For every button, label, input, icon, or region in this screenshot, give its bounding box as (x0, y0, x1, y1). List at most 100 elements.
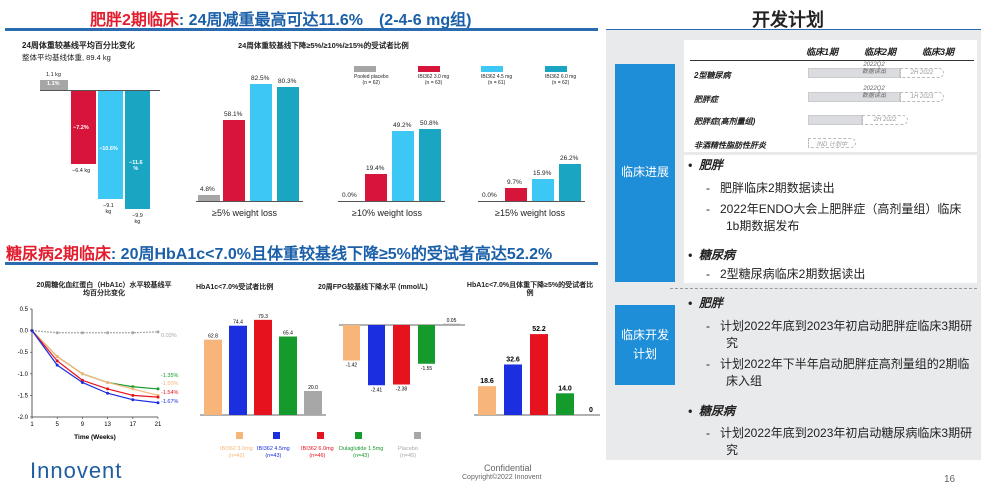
legend-3mg: IBI362 3.0 mg (n = 63) (418, 74, 450, 86)
g3-bar-6mg (559, 164, 581, 201)
ind-4-next: IND 计划中 (808, 138, 856, 148)
series-point (80, 331, 84, 335)
x-tick-label: 5 (56, 422, 60, 428)
phase-head-rule (690, 60, 974, 61)
g1-bar-45mg (250, 84, 272, 201)
c1-kg-0: 1.1 kg (46, 72, 61, 78)
diabetes-header: 糖尿病2期临床: 20周HbA1c<7.0%且体重较基线下降≥5%的受试者高达5… (6, 246, 553, 263)
footer-copyright: Copyright©2022 Innovent (462, 474, 542, 481)
progress-item-1: - 肥胖临床2期数据读出 (706, 181, 835, 195)
ind-2: 肥胖症 (694, 95, 718, 104)
bar-label-2: 52.2 (532, 326, 546, 333)
bar-label-3: 14.0 (558, 385, 572, 392)
series-line-0 (31, 330, 159, 334)
series-point (55, 359, 59, 363)
series-point (80, 380, 84, 384)
bar-4 (443, 323, 460, 325)
g3-bar-45mg (532, 179, 554, 201)
series-line-2 (31, 330, 159, 396)
g3-val-2: 15.9% (533, 170, 552, 177)
y-tick-label: 0.5 (20, 307, 29, 313)
legend-label: Dulaglutide 1.5mg (n=43) (339, 446, 384, 459)
c1-bar-6mg (125, 91, 150, 209)
bar-label-4: 0.05 (447, 318, 457, 324)
y-tick-label: -1.5 (18, 393, 29, 399)
mid-header-rule (5, 262, 598, 265)
bar-label-3: -1.55 (421, 366, 433, 372)
bar-1 (368, 325, 385, 386)
progress-item-2: - 2022年ENDO大会上肥胖症（高剂量组）临床1b期数据发布 (706, 202, 962, 234)
bar-2 (254, 319, 272, 415)
g1-bar-placebo (198, 195, 220, 201)
c1-bar-placebo (40, 80, 68, 90)
chart1-title: 24周体重较基线平均百分比变化 (22, 41, 135, 50)
g3-bar-3mg (505, 188, 527, 201)
progress-bullet-diabetes: • 糖尿病 (688, 248, 735, 262)
g2-val-0: 0.0% (342, 192, 357, 199)
bar-3 (279, 336, 297, 415)
series-point (106, 331, 110, 335)
g3-val-1: 9.7% (507, 179, 522, 186)
series-point (80, 378, 84, 382)
g1-val-0: 4.8% (200, 186, 215, 193)
c1-kg-1: −6.4 kg (72, 168, 91, 174)
bar-label-1: -2.41 (371, 387, 383, 393)
g3-label: ≥15% weight loss (495, 208, 565, 218)
bar-0 (343, 325, 360, 361)
series-point (156, 330, 160, 334)
series-point (106, 387, 110, 391)
g1-label: ≥5% weight loss (212, 208, 277, 218)
bar-label-1: 32.6 (506, 356, 520, 363)
innovent-logo: Innovent (30, 458, 123, 483)
legend-swatch-3mg (418, 66, 440, 72)
x-axis-label: Time (Weeks) (74, 434, 116, 441)
c1-pct-3: −11.6 % (129, 160, 143, 172)
plan-item-1: - 计划2022年底到2023年初启动肥胖症临床3期研究 (706, 319, 973, 351)
y-tick-label: -0.5 (18, 350, 29, 356)
c1-pct-1: −7.2% (73, 125, 89, 131)
legend-swatch-placebo (354, 66, 376, 72)
series-line-1 (31, 330, 159, 390)
legend-label: IBI362 3.0mg (n=42) (220, 446, 253, 459)
series-point (106, 391, 110, 395)
plan-bullet-diabetes: • 糖尿病 (688, 404, 735, 418)
legend-swatch (355, 432, 362, 439)
bar-chart-a: 62.8 74.4 79.3 65.4 20.0 (200, 314, 326, 416)
g3-val-3: 26.2% (560, 155, 579, 162)
chart2-title: 24周体重较基线下降≥5%/≥10%/≥15%的受试者比例 (238, 41, 409, 50)
obesity-header: 肥胖2期临床: 24周减重最高可达11.6% (2-4-6 mg组) (90, 12, 472, 29)
bar-label-2: -2.38 (396, 387, 408, 393)
bar-3 (556, 393, 574, 415)
progress-label: 临床进展 (615, 64, 675, 282)
series-point (156, 401, 160, 405)
g1-bar-6mg (277, 87, 299, 201)
header-rule (5, 28, 598, 31)
bar-label-4: 20.0 (308, 385, 318, 391)
c1-kg-3: −9.9 kg (132, 213, 143, 225)
c1-bar-3mg (71, 91, 96, 164)
ind-3-bar (808, 115, 862, 125)
legend-swatch (236, 432, 243, 439)
progress-box (684, 155, 977, 283)
ind-3-next: 2H 2022 (862, 115, 908, 125)
x-tick-label: 17 (129, 422, 136, 428)
bar-1 (229, 325, 247, 415)
bar-3 (418, 325, 435, 364)
y-tick-label: -2.0 (18, 415, 29, 421)
c1-pct-0: 1.1% (47, 81, 60, 87)
plan-item-3: - 计划2022年底到2023年初启动糖尿病临床3期研究 (706, 426, 973, 458)
series-point (156, 387, 160, 391)
bar-chart-b: -1.42 -2.41 -2.38 -1.55 0.05 (339, 318, 465, 393)
bar-label-3: 65.4 (283, 331, 293, 337)
c1-kg-2: −9.1 kg (103, 203, 114, 215)
series-point (55, 331, 59, 335)
series-point (131, 393, 135, 397)
phase-1: 临床1期 (806, 47, 839, 57)
line-chart: 0.5 0.0 -0.5 -1.0 -1.5 -2.01 5 9 13 17 21 Time (Wee… (18, 307, 179, 441)
bar-chart-a-title: HbA1c<7.0%受试者比例 (196, 284, 274, 291)
progress-bullet-obesity: • 肥胖 (688, 158, 723, 172)
g1-axis (196, 201, 303, 202)
legend-6mg: IBI362 6.0 mg (n = 62) (545, 74, 577, 86)
bar-chart-b-title: 20周FPG较基线下降水平 (mmol/L) (318, 284, 428, 291)
x-tick-label: 9 (81, 422, 85, 428)
